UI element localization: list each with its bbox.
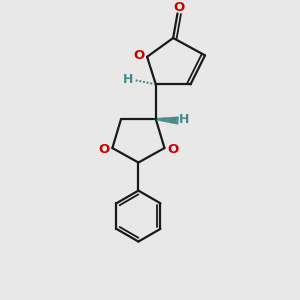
Text: O: O [173,1,184,14]
Text: H: H [179,113,189,126]
Text: H: H [123,73,134,86]
Text: O: O [99,143,110,156]
Text: O: O [134,49,145,62]
Text: O: O [167,143,178,156]
